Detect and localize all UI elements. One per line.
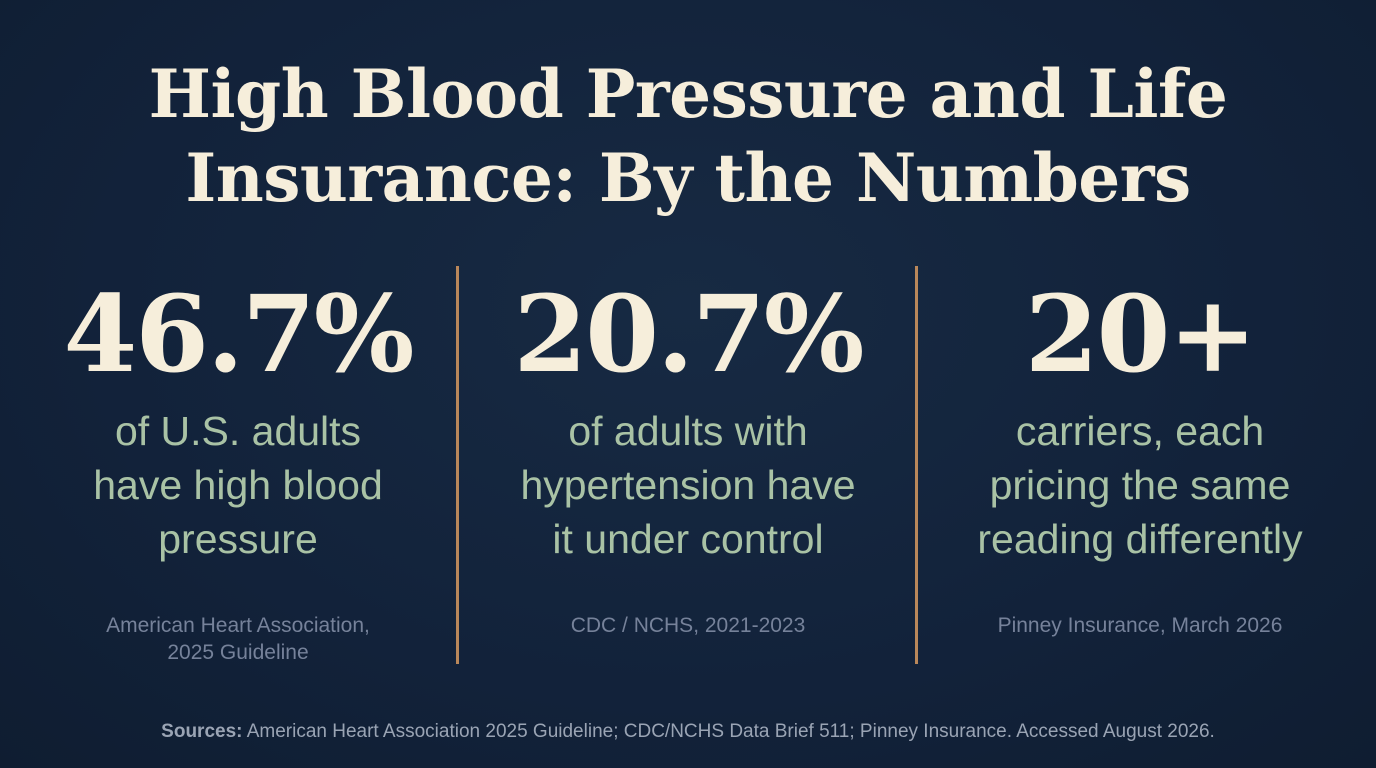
stat-source: American Heart Association, 2025 Guideli… bbox=[28, 612, 448, 666]
stat-description: of adults with hypertension have it unde… bbox=[470, 404, 906, 566]
stat-value: 46.7% bbox=[63, 271, 415, 396]
sources-text: American Heart Association 2025 Guidelin… bbox=[242, 721, 1215, 742]
stat-value: 20.7% bbox=[513, 271, 865, 396]
column-divider bbox=[456, 266, 459, 664]
stat-description-line: have high blood bbox=[93, 462, 383, 508]
stat-description-line: carriers, each bbox=[1015, 408, 1265, 454]
stat-description-line: it under control bbox=[552, 516, 824, 562]
stat-source-line: American Heart Association, bbox=[106, 614, 370, 637]
stat-source: CDC / NCHS, 2021-2023 bbox=[470, 612, 906, 639]
sources-footer: Sources: American Heart Association 2025… bbox=[0, 720, 1376, 744]
stat-value: 20+ bbox=[1024, 271, 1257, 396]
stat-description-line: pressure bbox=[158, 516, 318, 562]
stat-column-adults-high-bp: 46.7% of U.S. adults have high blood pre… bbox=[28, 270, 448, 566]
stat-column-hypertension-control: 20.7% of adults with hypertension have i… bbox=[470, 270, 906, 566]
stat-description-line: pricing the same bbox=[989, 462, 1291, 508]
sources-label: Sources: bbox=[161, 721, 243, 742]
stat-description: of U.S. adults have high blood pressure bbox=[28, 404, 448, 566]
stat-source-line: Pinney Insurance, March 2026 bbox=[997, 614, 1283, 637]
title-line-1: High Blood Pressure and Life bbox=[148, 55, 1228, 133]
stat-description-line: of U.S. adults bbox=[114, 408, 362, 454]
stat-source-line: CDC / NCHS, 2021-2023 bbox=[570, 614, 806, 637]
page-title: High Blood Pressure and Life Insurance: … bbox=[0, 52, 1376, 220]
stat-description-line: reading differently bbox=[977, 516, 1303, 562]
stat-description: carriers, each pricing the same reading … bbox=[928, 404, 1352, 566]
stat-description-line: hypertension have bbox=[520, 462, 856, 508]
stat-description-line: of adults with bbox=[568, 408, 808, 454]
stat-source: Pinney Insurance, March 2026 bbox=[928, 612, 1352, 639]
column-divider bbox=[915, 266, 918, 664]
stat-source-line: 2025 Guideline bbox=[167, 641, 309, 664]
title-line-2: Insurance: By the Numbers bbox=[185, 139, 1191, 217]
stat-column-carriers: 20+ carriers, each pricing the same read… bbox=[928, 270, 1352, 566]
